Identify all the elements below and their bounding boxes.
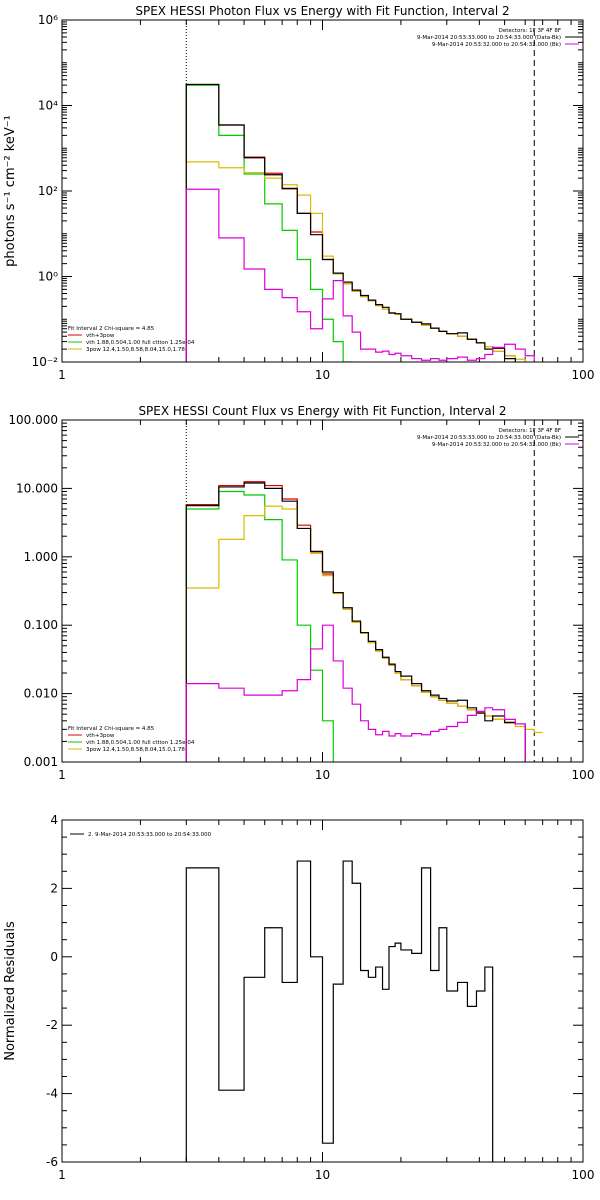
series-group [185,481,543,762]
legend-entry-label: 9-Mar-2014 20:53:33.000 to 20:54:33.000 … [417,435,561,441]
legend-entry-label: 9-Mar-2014 20:53:33.000 to 20:54:33.000 … [417,35,561,41]
chart-title: SPEX HESSI Count Flux vs Energy with Fit… [138,404,506,418]
y-tick-label: 0.001 [24,755,58,769]
y-tick-label: 0.100 [24,618,58,632]
count-flux-panel: SPEX HESSI Count Flux vs Energy with Fit… [8,404,595,782]
legend-entry-label: vth 1.88,0.504,1.00 full cttion 1.25e-04 [86,740,195,746]
x-tick-label: 100 [572,1168,595,1182]
y-tick-label: 100.000 [8,413,58,427]
y-tick-label: -4 [46,1087,58,1101]
legend-entry-label: 2. 9-Mar-2014 20:53:33.000 to 20:54:33.0… [88,832,212,838]
legend-entry-label: vth+3pow [86,333,115,339]
legend-entry-label: vth+3pow [86,733,115,739]
x-tick-label: 1 [58,1168,66,1182]
legend-fit-header: Fit Interval 2 Chi-square = 4.85 [68,726,155,732]
series-line-vth [185,490,334,762]
y-axis-label: photons s⁻¹ cm⁻² keV⁻¹ [3,115,18,267]
plot-frame [61,819,584,1163]
series-group [185,83,535,362]
y-tick-label: 4 [50,813,58,827]
series-line-vth [185,84,353,362]
legend-entry-label: 3pow 12.4,1.50,8.58,8.04,15.0,1.78 [86,347,185,353]
y-tick-label: 2 [50,881,58,895]
legend-top-left: 2. 9-Mar-2014 20:53:33.000 to 20:54:33.0… [70,832,212,838]
series-group [185,860,494,1162]
y-tick-label: 10⁰ [38,270,58,284]
series-line-bk [185,188,535,362]
x-tick-label: 10 [315,368,330,382]
legend-fit-header: Fit Interval 2 Chi-square = 4.85 [68,326,155,332]
legend-entry-label: vth 1.88,0.504,1.00 full cttion 1.25e-04 [86,340,195,346]
legend-detectors: Detectors: 1F 3F 4F 8F [499,428,561,434]
y-tick-label: 10.000 [16,481,58,495]
y-tick-label: -6 [46,1155,58,1169]
plot-frame [61,419,584,763]
x-tick-label: 100 [572,368,595,382]
y-tick-label: -2 [46,1018,58,1032]
axis-ticks [61,819,584,1163]
series-line-bk [185,624,526,762]
y-axis-label: Normalized Residuals [3,921,18,1061]
legend-bottom-left: Fit Interval 2 Chi-square = 4.85vth+3pow… [68,326,195,353]
x-tick-label: 1 [58,768,66,782]
chart-title: SPEX HESSI Photon Flux vs Energy with Fi… [135,4,509,18]
legend-detectors: Detectors: 1F 3F 4F 8F [499,28,561,34]
photon-flux-panel: SPEX HESSI Photon Flux vs Energy with Fi… [3,4,594,382]
x-tick-label: 100 [572,768,595,782]
legend-entry-label: 9-Mar-2014 20:53:32.000 to 20:54:32.000 … [432,42,561,48]
y-tick-label: 10⁻² [32,355,59,369]
x-tick-label: 10 [315,768,330,782]
x-tick-label: 10 [315,1168,330,1182]
y-tick-label: 10⁴ [38,99,58,113]
legend-top-right: Detectors: 1F 3F 4F 8F9-Mar-2014 20:53:3… [417,28,579,48]
series-line-data-bk [185,83,516,362]
y-tick-label: 0.010 [24,687,58,701]
residuals-panel: 1 10 100 -6 -4 -2 0 2 4 Normalized Residuals 2. 9-… [3,813,594,1182]
legend-top-right: Detectors: 1F 3F 4F 8F9-Mar-2014 20:53:3… [417,428,579,448]
legend-entry-label: 3pow 12.4,1.50,8.58,8.04,15.0,1.78 [86,747,185,753]
legend-entry-label: 9-Mar-2014 20:53:32.000 to 20:54:32.000 … [432,442,561,448]
series-line-2- [185,860,494,1162]
y-tick-label: 10⁶ [38,13,58,27]
y-tick-label: 1.000 [24,550,58,564]
y-tick-label: 0 [50,950,58,964]
plot-frame [61,19,584,363]
y-tick-label: 10² [38,184,58,198]
legend-bottom-left: Fit Interval 2 Chi-square = 4.85vth+3pow… [68,726,195,753]
x-tick-label: 1 [58,368,66,382]
